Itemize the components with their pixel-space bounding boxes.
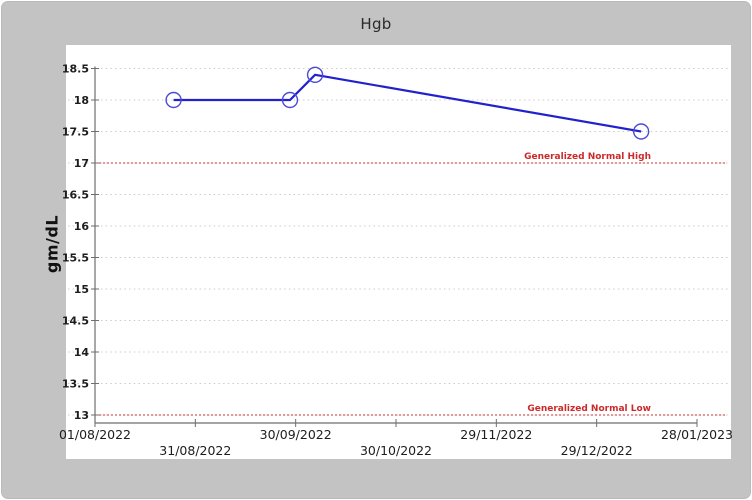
y-tick-label: 16.5 xyxy=(62,189,89,202)
data-point-marker[interactable] xyxy=(306,66,324,84)
y-tick-label: 13.5 xyxy=(62,378,89,391)
y-tick-label: 17.5 xyxy=(62,126,89,139)
y-tick-label: 16 xyxy=(74,220,90,233)
y-tick-label: 14 xyxy=(74,346,90,359)
reference-line-label: Generalized Normal Low xyxy=(527,404,651,414)
data-point-marker[interactable] xyxy=(165,91,182,109)
y-tick-label: 18.5 xyxy=(62,63,89,76)
data-point-marker[interactable] xyxy=(632,123,650,140)
x-tick-label: 30/10/2022 xyxy=(360,443,432,458)
plot-area xyxy=(66,45,731,459)
reference-line-label: Generalized Normal High xyxy=(524,152,651,162)
y-tick-label: 18 xyxy=(74,94,89,107)
chart-layers: Generalized Normal High Generalized Norma… xyxy=(59,63,733,459)
series-line xyxy=(173,73,642,133)
chart-title: Hgb xyxy=(360,15,392,33)
x-tick-label: 30/09/2022 xyxy=(260,427,332,442)
y-tick-label: 17 xyxy=(74,157,89,170)
x-tick-label: 28/01/2023 xyxy=(661,427,733,442)
x-tick-label: 31/08/2022 xyxy=(159,443,231,458)
x-tick-label: 01/08/2022 xyxy=(59,427,131,442)
x-tick-label: 29/11/2022 xyxy=(460,427,532,442)
y-tick-label: 15.5 xyxy=(62,252,89,265)
y-tick-label: 13 xyxy=(74,409,89,422)
y-tick-label: 14.5 xyxy=(62,315,89,328)
y-tick-label: 15 xyxy=(74,283,89,296)
x-tick-label: 29/12/2022 xyxy=(561,443,633,458)
data-point-marker[interactable] xyxy=(281,91,299,109)
